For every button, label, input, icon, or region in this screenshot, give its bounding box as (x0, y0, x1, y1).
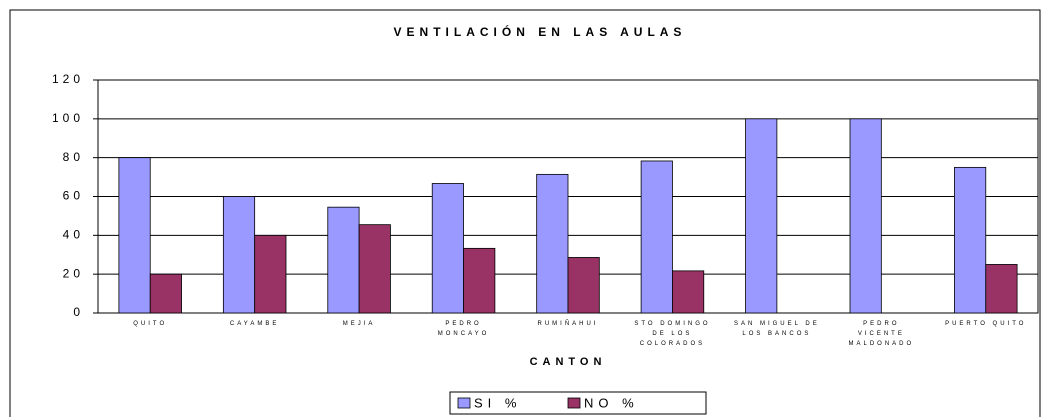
x-tick-label: MEJIA (342, 321, 376, 327)
x-axis-label: CANTON (530, 356, 607, 368)
y-tick-label: 100 (52, 111, 84, 125)
legend-swatch (567, 397, 581, 409)
bar (463, 247, 496, 314)
bar (640, 160, 673, 314)
bar (954, 166, 987, 314)
x-tick-label: PUERTO QUITO (945, 321, 1027, 327)
y-tick-label: 80 (63, 150, 84, 164)
x-tick-label: STO DOMINGO DE LOS COLORADOS (634, 321, 711, 347)
bar (222, 196, 256, 314)
x-tick-label: PEDRO MONCAYO (437, 321, 490, 337)
chart-title: VENTILACIÓN EN LAS AULAS (394, 24, 687, 39)
bar (118, 157, 151, 314)
y-tick-label: 120 (52, 72, 84, 86)
y-tick-label: 0 (73, 305, 84, 319)
bar (254, 234, 287, 314)
x-tick-label: PEDRO VICENTE MALDONADO (848, 321, 915, 347)
bar (536, 173, 569, 314)
bar (327, 206, 360, 314)
legend-swatch (457, 397, 471, 409)
y-tick-label: 40 (63, 228, 84, 242)
y-tick-label: 20 (63, 266, 84, 280)
bar (149, 273, 182, 314)
x-tick-label: SAN MIGUEL DE LOS BANCOS (733, 321, 820, 337)
bar (431, 183, 464, 314)
legend-label: NO % (584, 395, 639, 410)
bar (849, 118, 882, 314)
x-tick-label: RUMIÑAHUI (537, 321, 599, 327)
y-tick-label: 60 (63, 189, 84, 203)
bar (745, 118, 778, 314)
x-tick-label: QUITO (133, 321, 168, 327)
x-tick-label: CAYAMBE (229, 321, 280, 327)
bar (358, 224, 391, 314)
bar (672, 270, 705, 314)
legend-label: SI % (474, 395, 521, 410)
bar (985, 264, 1018, 314)
bar (567, 257, 600, 314)
